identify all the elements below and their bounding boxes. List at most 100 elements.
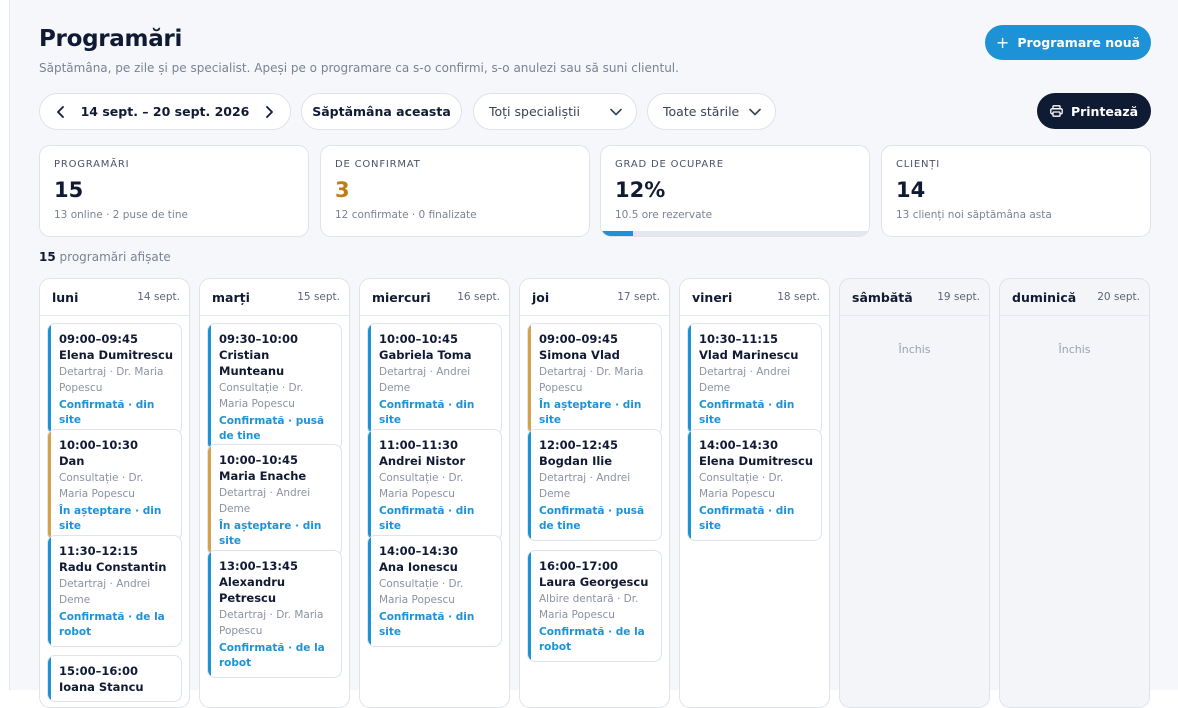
appointment-service: Consultație · Dr. Maria Popescu [59, 472, 144, 500]
stat-card-appointments: PROGRAMĂRI 15 13 online · 2 puse de tine [39, 145, 309, 237]
appointment-card[interactable]: 16:00–17:00 Laura Georgescu Albire dentară… [527, 550, 662, 662]
appointment-service: Detartraj · Andrei Deme [219, 487, 311, 515]
appointment-status: Confirmată · de la robot [219, 642, 325, 669]
appointment-card[interactable]: 10:00–10:45 Maria Enache Detartraj · Andre… [207, 444, 342, 556]
appointment-client: Simona Vlad [539, 348, 620, 362]
next-week-button[interactable] [260, 103, 278, 121]
appointment-time: 15:00–16:00 [59, 664, 138, 678]
appointment-card[interactable]: 09:00–09:45 Elena Dumitrescu Detartraj · D… [47, 323, 182, 435]
new-appointment-label: Programare nouă [1017, 35, 1141, 50]
stat-label: CLIENȚI [896, 159, 940, 170]
chevron-down-icon [610, 108, 622, 115]
week-navigator: 14 sept. – 20 sept. 2026 [39, 93, 291, 130]
day-name: vineri [692, 289, 733, 305]
closed-label: Închis [1058, 343, 1091, 356]
chevron-right-icon [266, 105, 273, 118]
day-column: miercuri 16 sept. 10:00–10:45 Gabriela Toma… [359, 278, 510, 708]
plus-icon: + [995, 32, 1010, 52]
appointment-time: 10:00–10:45 [219, 453, 298, 467]
appointment-card[interactable]: 09:00–09:45 Simona Vlad Detartraj · Dr. Ma… [527, 323, 662, 435]
status-stripe [528, 324, 531, 434]
status-stripe [208, 551, 211, 677]
this-week-button[interactable]: Săptămâna aceasta [301, 93, 462, 130]
day-name: miercuri [372, 289, 431, 305]
appointment-time: 10:00–10:30 [59, 438, 138, 452]
day-column: sâmbătă 19 sept. Închis [839, 278, 990, 708]
shown-count-number: 15 [39, 250, 56, 264]
appointment-client: Elena Dumitrescu [699, 454, 814, 468]
appointment-client: Ioana Stancu [59, 680, 144, 694]
stat-card-occupancy: GRAD DE OCUPARE 12% 10.5 ore rezervate [600, 145, 870, 237]
appointment-time: 14:00–14:30 [699, 438, 778, 452]
appointment-status: În așteptare · din site [59, 505, 162, 532]
appointment-time: 16:00–17:00 [539, 559, 618, 573]
appointment-service: Detartraj · Dr. Maria Popescu [59, 366, 164, 394]
appointment-service: Detartraj · Dr. Maria Popescu [539, 366, 644, 394]
stat-value: 3 [335, 178, 350, 202]
day-header: marți 15 sept. [200, 279, 349, 316]
status-stripe [688, 324, 691, 434]
status-stripe [368, 430, 371, 540]
app-window: Programări Săptămâna, pe zile și pe spec… [9, 0, 1178, 708]
week-range: 14 sept. – 20 sept. 2026 [80, 104, 250, 119]
day-header: vineri 18 sept. [680, 279, 829, 316]
status-filter-value: Toate stările [663, 104, 740, 119]
appointment-time: 14:00–14:30 [379, 544, 458, 558]
appointment-status: În așteptare · din site [539, 399, 642, 426]
page-subtitle: Săptămâna, pe zile și pe specialist. Ape… [39, 61, 679, 75]
appointment-time: 10:00–10:45 [379, 332, 458, 346]
day-date: 14 sept. [137, 291, 180, 303]
appointment-time: 11:00–11:30 [379, 438, 458, 452]
appointment-client: Andrei Nistor [379, 454, 466, 468]
chevron-down-icon [749, 108, 761, 115]
printer-icon [1050, 105, 1063, 117]
appointment-service: Detartraj · Andrei Deme [699, 366, 791, 394]
day-header: miercuri 16 sept. [360, 279, 509, 316]
closed-label: Închis [898, 343, 931, 356]
appointment-card[interactable]: 13:00–13:45 Alexandru Petrescu Detartraj ·… [207, 550, 342, 678]
appointment-card[interactable]: 11:00–11:30 Andrei Nistor Consultație · Dr… [367, 429, 502, 541]
appointment-status: Confirmată · de la robot [59, 611, 165, 638]
stat-subtext: 13 clienți noi săptămâna asta [896, 209, 1052, 221]
occupancy-progress-fill [601, 231, 634, 236]
appointment-service: Consultație · Dr. Maria Popescu [379, 472, 464, 500]
specialists-filter[interactable]: Toți specialiștii [473, 93, 637, 130]
stat-value: 14 [896, 178, 926, 202]
appointment-card[interactable]: 10:30–11:15 Vlad Marinescu Detartraj · And… [687, 323, 822, 435]
appointment-service: Detartraj · Dr. Maria Popescu [219, 609, 324, 637]
appointment-card[interactable]: 10:00–10:45 Gabriela Toma Detartraj · Andr… [367, 323, 502, 435]
appointment-client: Bogdan Ilie [539, 454, 613, 468]
day-name: marți [212, 289, 250, 305]
status-stripe [48, 324, 51, 434]
appointment-card[interactable]: 10:00–10:30 Dan Consultație · Dr. Maria Po… [47, 429, 182, 541]
appointment-card[interactable]: 14:00–14:30 Elena Dumitrescu Consultație ·… [687, 429, 822, 541]
day-header: duminică 20 sept. [1000, 279, 1149, 316]
appointment-service: Detartraj · Andrei Deme [59, 578, 151, 606]
appointment-time: 10:30–11:15 [699, 332, 778, 346]
new-appointment-button[interactable]: + Programare nouă [985, 25, 1151, 60]
day-date: 18 sept. [777, 291, 820, 303]
appointment-client: Gabriela Toma [379, 348, 472, 362]
day-date: 19 sept. [937, 291, 980, 303]
shown-appointments-count: 15 programări afișate [39, 250, 171, 264]
appointment-card[interactable]: 15:00–16:00 Ioana Stancu [47, 655, 182, 702]
status-stripe [368, 324, 371, 434]
status-stripe [48, 656, 51, 701]
appointment-card[interactable]: 12:00–12:45 Bogdan Ilie Detartraj · Andrei… [527, 429, 662, 541]
appointment-card[interactable]: 09:30–10:00 Cristian Munteanu Consultație … [207, 323, 342, 451]
appointment-service: Albire dentară · Dr. Maria Popescu [539, 593, 639, 621]
stat-label: PROGRAMĂRI [54, 159, 130, 170]
appointment-service: Detartraj · Andrei Deme [539, 472, 631, 500]
day-header: joi 17 sept. [520, 279, 669, 316]
appointment-status: Confirmată · pusă de tine [219, 415, 325, 442]
appointment-card[interactable]: 14:00–14:30 Ana Ionescu Consultație · Dr. … [367, 535, 502, 647]
day-name: joi [532, 289, 550, 305]
status-stripe [688, 430, 691, 540]
page-title: Programări [39, 26, 183, 52]
previous-week-button[interactable] [52, 103, 70, 121]
print-button[interactable]: Printează [1037, 93, 1151, 129]
day-column: marți 15 sept. 09:30–10:00 Cristian Muntean… [199, 278, 350, 708]
appointment-client: Ana Ionescu [379, 560, 458, 574]
appointment-card[interactable]: 11:30–12:15 Radu Constantin Detartraj · An… [47, 535, 182, 647]
status-filter[interactable]: Toate stările [647, 93, 776, 130]
